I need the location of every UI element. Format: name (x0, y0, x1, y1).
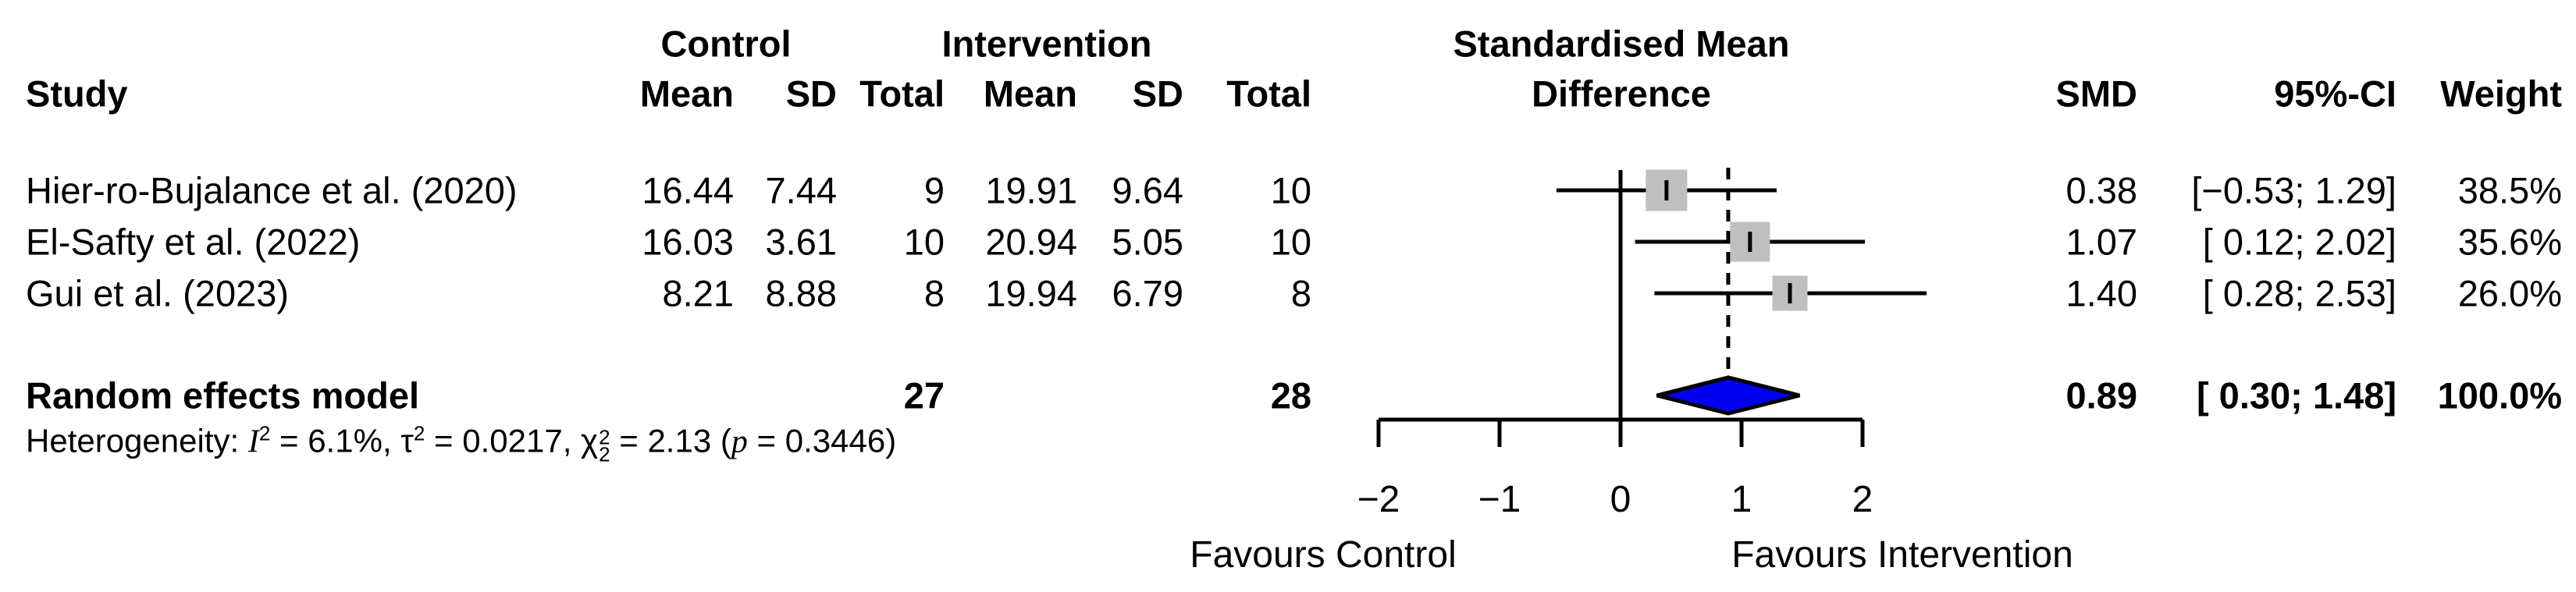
pooled-diamond (1656, 375, 1801, 416)
intervention-group-header: Intervention (941, 23, 1152, 65)
study-column-header: Study (26, 73, 128, 115)
pooled-weight-value: 100.0% (2437, 374, 2562, 417)
intervention-total-value: 10 (1270, 169, 1311, 211)
smd-value: 1.07 (2065, 221, 2137, 263)
control-total-value: 10 (903, 221, 945, 263)
ci-value: [−0.53; 1.29] (2191, 169, 2396, 211)
smd-value: 0.38 (2065, 169, 2137, 211)
pooled-ci-value: [ 0.30; 1.48] (2196, 374, 2396, 417)
smd-value: 1.40 (2065, 272, 2137, 314)
control-mean-value: 16.44 (642, 169, 734, 211)
control-group-header: Control (660, 23, 792, 65)
control-total-value: 8 (923, 272, 945, 314)
axis-tick-label: 0 (1610, 479, 1631, 520)
weight-value: 38.5% (2457, 169, 2562, 211)
pooled-smd-value: 0.89 (2065, 374, 2137, 417)
axis-tick-label: 2 (1852, 479, 1873, 520)
intervention-sd-value: 5.05 (1112, 221, 1183, 263)
heterogeneity-note: Heterogeneity: I2 = 6.1%, τ2 = 0.0217, χ… (26, 421, 897, 466)
control-mean-header: Mean (639, 73, 734, 115)
pooled-label: Random effects model (26, 374, 420, 417)
intervention-mean-value: 20.94 (985, 221, 1077, 263)
intervention-sd-header: SD (1132, 73, 1183, 115)
weight-value: 26.0% (2457, 272, 2562, 314)
control-sd-value: 3.61 (765, 221, 837, 263)
study-label: Gui et al. (2023) (26, 272, 290, 314)
weight-value: 35.6% (2457, 221, 2562, 263)
ci-value: [ 0.12; 2.02] (2202, 221, 2396, 263)
axis-tick-label: 1 (1731, 479, 1752, 520)
effect-header-line2: Difference (1532, 73, 1711, 115)
control-mean-value: 8.21 (662, 272, 734, 314)
control-mean-value: 16.03 (642, 221, 734, 263)
study-label: El-Safty et al. (2022) (26, 221, 361, 263)
pooled-control-total: 27 (903, 374, 945, 417)
favours-control-label: Favours Control (1190, 534, 1457, 576)
ci-value: [ 0.28; 2.53] (2202, 272, 2396, 314)
ci-column-header: 95%-CI (2274, 73, 2396, 115)
study-label: Hier-ro-Bujalance et al. (2020) (26, 169, 518, 211)
intervention-total-value: 8 (1290, 272, 1311, 314)
control-sd-header: SD (785, 73, 837, 115)
intervention-mean-value: 19.94 (985, 272, 1077, 314)
intervention-total-header: Total (1226, 73, 1311, 115)
pooled-intervention-total: 28 (1270, 374, 1311, 417)
control-total-header: Total (859, 73, 945, 115)
control-sd-value: 8.88 (765, 272, 837, 314)
control-sd-value: 7.44 (765, 169, 837, 211)
axis-tick-label: −2 (1357, 479, 1400, 520)
intervention-mean-value: 19.91 (985, 169, 1077, 211)
intervention-sd-value: 6.79 (1112, 272, 1183, 314)
effect-header-line1: Standardised Mean (1453, 23, 1790, 65)
intervention-sd-value: 9.64 (1112, 169, 1183, 211)
chi-sup: 2 (599, 425, 610, 449)
favours-intervention-label: Favours Intervention (1731, 534, 2073, 576)
chi-sub: 2 (599, 442, 610, 466)
weight-column-header: Weight (2440, 73, 2562, 115)
intervention-mean-header: Mean (983, 73, 1077, 115)
smd-column-header: SMD (2055, 73, 2137, 115)
intervention-total-value: 10 (1270, 221, 1311, 263)
axis-tick-label: −1 (1478, 479, 1521, 520)
control-total-value: 9 (923, 169, 945, 211)
